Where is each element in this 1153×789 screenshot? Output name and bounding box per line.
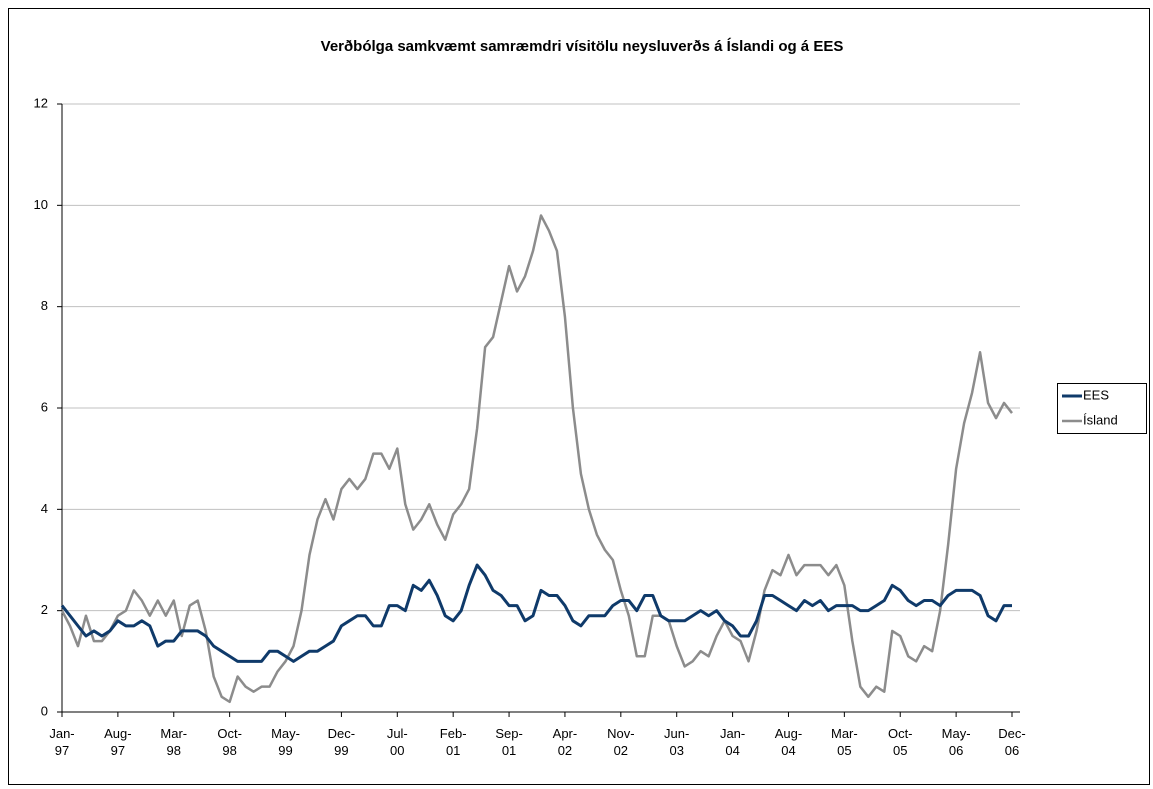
x-tick-label: Mar-05 (831, 726, 858, 758)
line-series (60, 214, 1013, 704)
legend-label: EES (1083, 387, 1109, 402)
legend-box (1057, 383, 1147, 434)
line-series (60, 563, 1012, 663)
x-tick-label: Mar-98 (160, 726, 187, 758)
x-tick-label: Feb-01 (440, 726, 467, 758)
x-tick-label: Jul-00 (387, 726, 408, 758)
x-tick-label: Jan-04 (720, 726, 745, 758)
y-tick-label: 12 (34, 95, 48, 110)
y-tick-label: 4 (41, 501, 48, 516)
x-tick-label: May-99 (271, 726, 300, 758)
x-tick-label: Aug-04 (775, 726, 802, 758)
y-tick-label: 10 (34, 197, 48, 212)
x-tick-label: Nov-02 (607, 726, 634, 758)
x-tick-label: Aug-97 (104, 726, 131, 758)
x-tick-label: Oct-98 (217, 726, 242, 758)
chart-frame (8, 8, 1150, 785)
x-tick-label: Apr-02 (553, 726, 578, 758)
x-tick-label: May-06 (942, 726, 971, 758)
x-tick-label: Dec-06 (998, 726, 1025, 758)
y-tick-label: 2 (41, 602, 48, 617)
chart-title: Verðbólga samkvæmt samræmdri vísitölu ne… (321, 38, 844, 55)
x-tick-label: Dec-99 (328, 726, 355, 758)
y-tick-label: 0 (41, 703, 48, 718)
y-tick-label: 6 (41, 399, 48, 414)
x-tick-label: Sep-01 (495, 726, 522, 758)
x-tick-label: Oct-05 (888, 726, 913, 758)
y-tick-label: 8 (41, 298, 48, 313)
x-tick-label: Jun-03 (664, 726, 689, 758)
x-tick-label: Jan-97 (49, 726, 74, 758)
legend-label: Ísland (1083, 412, 1118, 427)
